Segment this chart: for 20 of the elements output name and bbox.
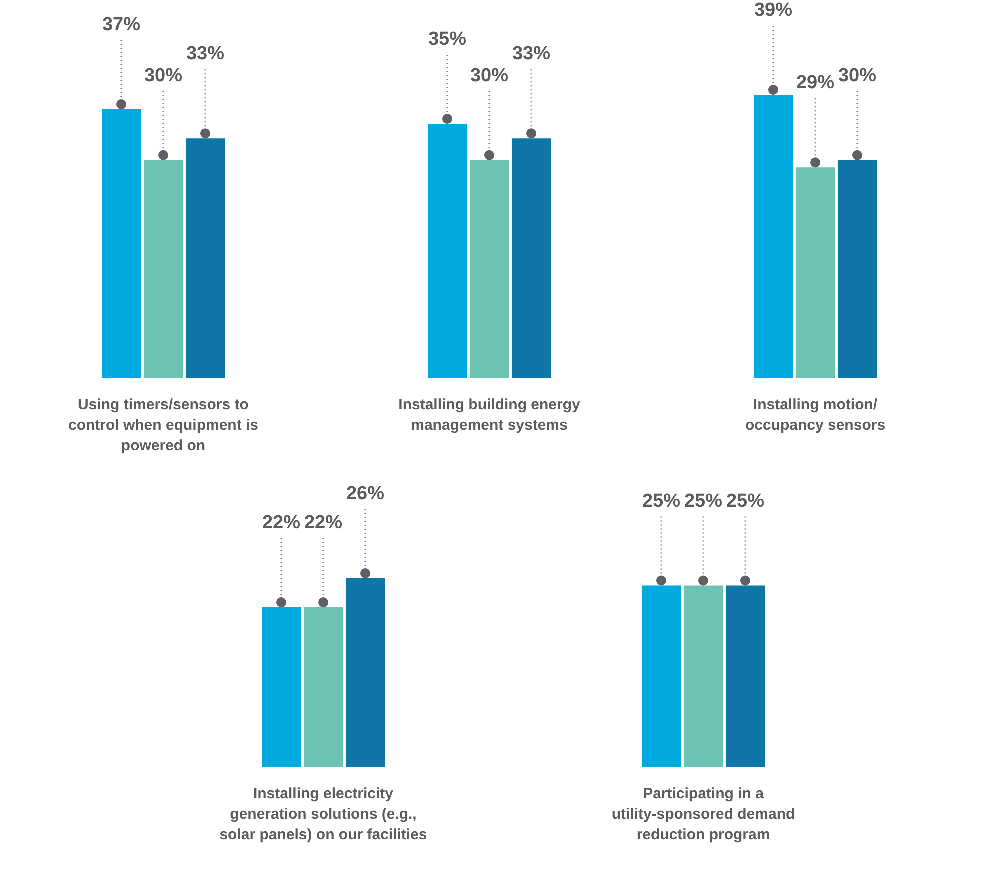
data-label: 30% — [838, 65, 877, 86]
x-tick-label: Installing motion/ occupancy sensors — [745, 396, 886, 434]
data-label: 33% — [512, 44, 551, 65]
data-label: 25% — [726, 490, 765, 512]
data-label: 33% — [186, 44, 225, 65]
data-label: 39% — [754, 0, 793, 21]
data-label: 22% — [304, 512, 343, 534]
x-tick-label: Installing electricity generation solutions (e.g., solar panels) on our facilities — [220, 786, 428, 844]
data-label: 30% — [144, 65, 183, 86]
x-tick-label: Installing building energy management systems — [398, 396, 581, 434]
data-label: 26% — [346, 483, 385, 504]
x-tick-label: Participating in a utility-sponsored demand reduction program — [612, 786, 796, 844]
data-label: 25% — [684, 490, 723, 512]
data-label: 22% — [262, 512, 301, 534]
x-tick-label: Using timers/sensors to control when equipment is powered on — [68, 396, 259, 454]
data-label: 30% — [470, 65, 509, 86]
data-label: 35% — [428, 29, 467, 50]
data-label: 37% — [102, 14, 141, 36]
data-label: 29% — [796, 72, 835, 94]
data-label: 25% — [642, 490, 681, 512]
